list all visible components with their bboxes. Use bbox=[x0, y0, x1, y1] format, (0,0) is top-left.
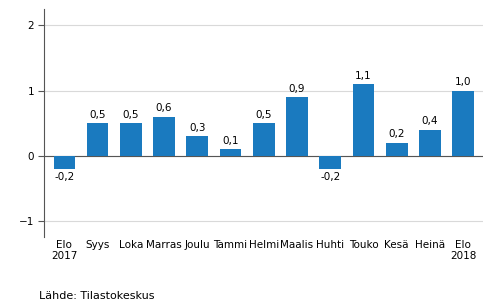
Bar bbox=[87, 123, 108, 156]
Bar bbox=[352, 84, 374, 156]
Text: -0,2: -0,2 bbox=[320, 172, 340, 182]
Text: 0,6: 0,6 bbox=[156, 103, 172, 113]
Text: 0,5: 0,5 bbox=[123, 110, 139, 120]
Bar bbox=[386, 143, 408, 156]
Bar bbox=[220, 149, 241, 156]
Text: 1,1: 1,1 bbox=[355, 71, 372, 81]
Bar bbox=[120, 123, 141, 156]
Bar bbox=[286, 97, 308, 156]
Text: 1,0: 1,0 bbox=[455, 77, 471, 87]
Text: 0,3: 0,3 bbox=[189, 123, 206, 133]
Bar bbox=[453, 91, 474, 156]
Bar bbox=[319, 156, 341, 169]
Bar bbox=[153, 117, 175, 156]
Text: 0,9: 0,9 bbox=[289, 84, 305, 94]
Bar bbox=[54, 156, 75, 169]
Bar bbox=[419, 130, 441, 156]
Text: 0,5: 0,5 bbox=[89, 110, 106, 120]
Text: 0,2: 0,2 bbox=[388, 130, 405, 140]
Text: 0,1: 0,1 bbox=[222, 136, 239, 146]
Bar bbox=[253, 123, 275, 156]
Text: 0,5: 0,5 bbox=[255, 110, 272, 120]
Text: 0,4: 0,4 bbox=[422, 116, 438, 126]
Text: Lähde: Tilastokeskus: Lähde: Tilastokeskus bbox=[39, 291, 155, 301]
Bar bbox=[186, 136, 208, 156]
Text: -0,2: -0,2 bbox=[54, 172, 74, 182]
